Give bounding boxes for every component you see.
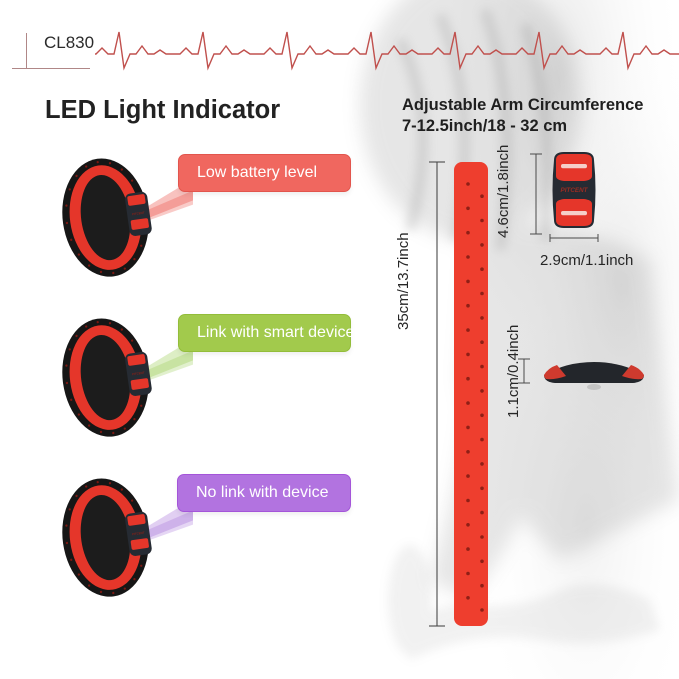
svg-text:PITCENT: PITCENT — [561, 187, 589, 194]
